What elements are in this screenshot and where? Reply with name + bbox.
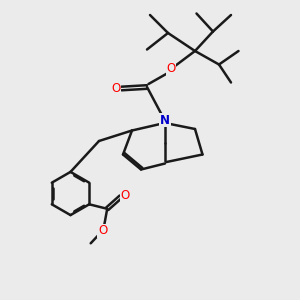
Text: N: N [160,113,170,127]
Text: O: O [121,189,130,202]
Text: O: O [112,82,121,95]
Text: O: O [98,224,107,237]
Text: O: O [167,62,176,76]
